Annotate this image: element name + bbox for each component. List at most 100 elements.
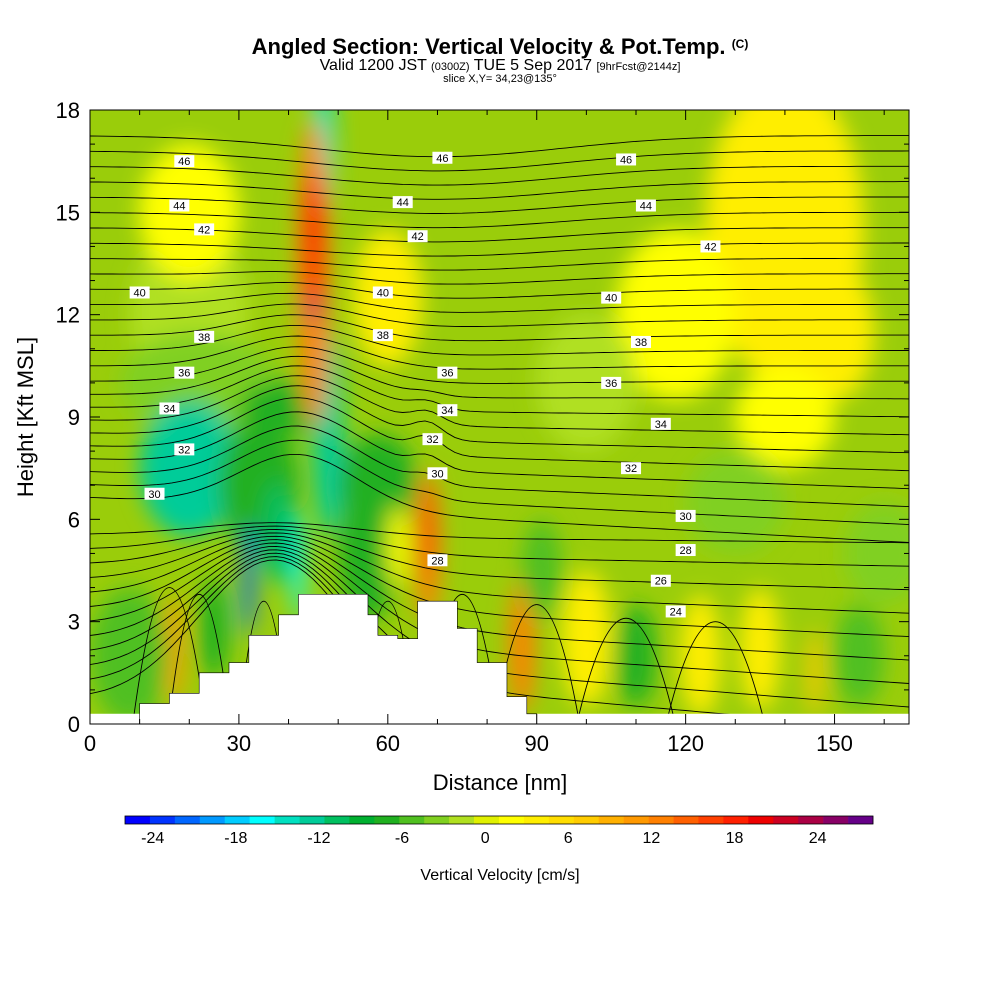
velocity-cell — [509, 577, 535, 714]
x-tick-label: 120 — [667, 731, 704, 756]
velocity-cell — [561, 570, 612, 707]
colorbar-swatch — [224, 816, 250, 824]
colorbar-swatch — [449, 816, 475, 824]
plot-area: 46 46 46 44 44 44 42 42 42 40 40 40 38 38 38 36 36 36 34 34… — [89, 109, 910, 725]
theta-label: 30 — [427, 467, 448, 480]
svg-text:46: 46 — [620, 154, 632, 166]
theta-label: 40 — [601, 291, 622, 305]
colorbar-tick-label: -6 — [395, 830, 409, 847]
isentrope-line — [90, 453, 909, 543]
svg-text:34: 34 — [163, 403, 175, 415]
valid-date: TUE 5 Sep 2017 — [473, 57, 593, 74]
svg-text:42: 42 — [411, 231, 423, 243]
svg-text:46: 46 — [178, 156, 190, 168]
velocity-cell — [139, 399, 239, 537]
theta-label: 28 — [675, 544, 696, 557]
svg-text:28: 28 — [680, 545, 692, 557]
velocity-cell — [740, 587, 780, 711]
theta-label: 40 — [129, 286, 150, 299]
isentrope-line — [90, 385, 909, 454]
colorbar-swatch — [149, 816, 176, 824]
theta-label: 38 — [630, 335, 651, 349]
svg-text:26: 26 — [655, 576, 667, 588]
theta-label: 34 — [159, 402, 180, 415]
chart-title-unit: (C) — [731, 37, 749, 51]
colorbar-swatch — [424, 816, 450, 824]
isentrope-line — [90, 539, 909, 661]
terrain — [90, 594, 909, 724]
title-block: Angled Section: Vertical Velocity & Pot.… — [0, 36, 1000, 85]
svg-text:36: 36 — [441, 368, 453, 380]
velocity-cell — [90, 587, 170, 724]
velocity-cell — [616, 604, 656, 707]
colorbar-tick-label: 0 — [481, 830, 490, 847]
isentrope-line — [90, 375, 909, 436]
velocity-cell — [685, 451, 785, 554]
theta-label: 30 — [144, 487, 165, 501]
theta-label: 40 — [372, 286, 393, 299]
theta-label: 36 — [174, 366, 195, 380]
isentrope-arch — [133, 587, 206, 718]
velocity-cell — [844, 502, 909, 605]
colorbar-swatch — [673, 816, 699, 824]
theta-label: 28 — [427, 554, 448, 567]
theta-label: 38 — [194, 330, 215, 344]
y-axis-label: Height [Kft MSL] — [13, 337, 38, 497]
colorbar-swatch — [499, 816, 525, 824]
vertical-velocity-field — [90, 110, 909, 724]
colorbar-swatch — [773, 816, 799, 824]
theta-label: 32 — [174, 443, 195, 456]
colorbar-swatch — [698, 816, 724, 824]
x-tick-label: 60 — [376, 731, 400, 756]
forecast-info: [9hrFcst@2144z] — [596, 61, 681, 73]
svg-text:32: 32 — [426, 434, 438, 446]
svg-text:30: 30 — [680, 511, 692, 523]
isentrope-line — [90, 439, 909, 526]
colorbar-swatch — [623, 816, 649, 824]
svg-text:34: 34 — [441, 405, 453, 417]
isentrope-line — [90, 559, 441, 724]
isentrope-line — [90, 365, 909, 418]
svg-text:30: 30 — [431, 468, 443, 480]
isentrope-line — [90, 165, 909, 186]
y-tick-label: 15 — [56, 200, 80, 225]
isentrope-line — [90, 532, 909, 614]
svg-text:40: 40 — [134, 287, 146, 299]
theta-label: 34 — [650, 417, 671, 431]
isentrope-arch — [168, 594, 230, 718]
chart-title: Angled Section: Vertical Velocity & Pot.… — [0, 36, 1000, 58]
colorbar-swatch — [823, 816, 849, 824]
valid-time: Valid 1200 JST (0300Z) TUE 5 Sep 2017 [9… — [0, 58, 1000, 74]
colorbar-swatch — [723, 816, 749, 824]
theta-label: 32 — [422, 433, 443, 446]
colorbar-swatch — [748, 816, 774, 824]
colorbar-swatch — [174, 816, 201, 824]
svg-text:40: 40 — [605, 293, 617, 305]
x-tick-label: 90 — [524, 731, 548, 756]
isentrope-line — [90, 425, 909, 508]
colorbar-swatch — [648, 816, 674, 824]
velocity-cell — [418, 478, 437, 574]
colorbar-tick-label: -12 — [307, 830, 330, 847]
isentrope-line — [90, 282, 909, 299]
colorbar-swatch — [324, 816, 350, 824]
isentrope-line — [90, 525, 909, 567]
x-axis-label: Distance [nm] — [433, 770, 568, 795]
x-tick-label: 0 — [84, 731, 96, 756]
isentrope-line — [90, 271, 909, 285]
theta-labels: 46 46 46 44 44 44 42 42 42 40 40 40 38 38 38 36 36 36 34 34… — [129, 151, 721, 618]
theta-label: 30 — [675, 509, 696, 523]
svg-text:34: 34 — [655, 419, 667, 431]
x-tick-label: 30 — [227, 731, 251, 756]
svg-text:38: 38 — [377, 330, 389, 342]
colorbar-tick-label: 6 — [564, 830, 573, 847]
velocity-cell — [338, 485, 398, 622]
y-tick-label: 6 — [68, 507, 80, 532]
colorbar-swatch — [598, 816, 624, 824]
svg-text:32: 32 — [178, 444, 190, 456]
svg-text:40: 40 — [377, 287, 389, 299]
isentrope-line — [90, 242, 909, 257]
valid-prefix: Valid 1200 JST — [319, 57, 427, 74]
